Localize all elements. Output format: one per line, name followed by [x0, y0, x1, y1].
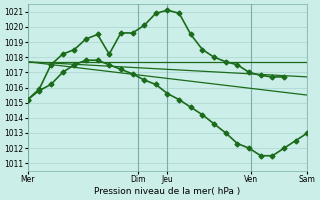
X-axis label: Pression niveau de la mer( hPa ): Pression niveau de la mer( hPa ): [94, 187, 241, 196]
